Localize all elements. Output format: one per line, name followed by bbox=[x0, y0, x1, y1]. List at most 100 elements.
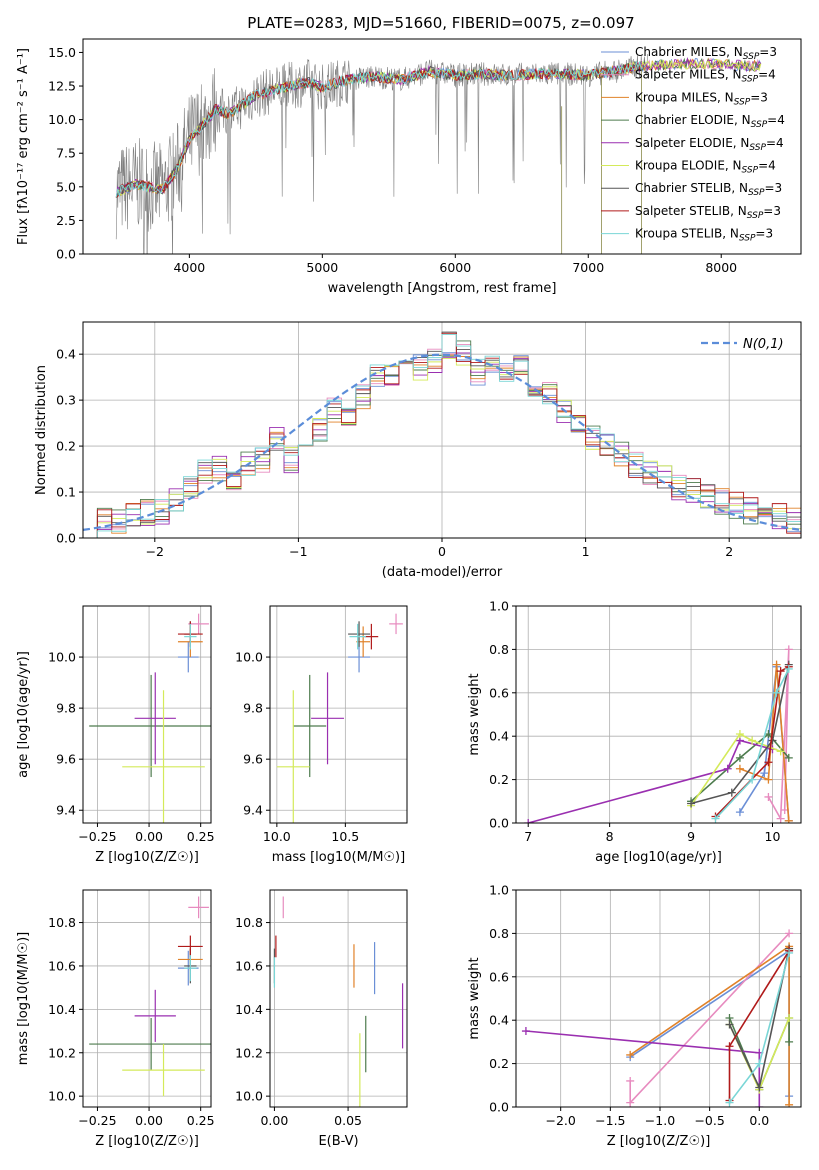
y-tick-label: 1.0 bbox=[489, 599, 509, 614]
panel-weight-vs-age: 7 8 9 10 0.0 0.2 0.4 0.6 0.8 1.0 age [log10(age/yr… bbox=[467, 599, 802, 865]
x-tick-label: −1 bbox=[289, 544, 307, 559]
errorbar-salpeter-elodie bbox=[134, 672, 176, 765]
model-line-kroupa-stelib bbox=[115, 60, 642, 198]
panel-age-vs-mass: 10.0 10.5 9.4 9.6 9.8 10.0 mass [log10(M/M☉)] bbox=[235, 605, 408, 865]
series-point bbox=[785, 929, 794, 938]
series-point bbox=[772, 688, 781, 697]
x-tick-label: −0.25 bbox=[78, 829, 116, 844]
x-axis-label: (data-model)/error bbox=[382, 565, 503, 580]
y-tick-label: 9.6 bbox=[243, 752, 263, 767]
y-tick-label: 0.1 bbox=[56, 485, 76, 500]
x-tick-label: −2.0 bbox=[546, 1113, 576, 1128]
series-point bbox=[626, 1098, 635, 1107]
panel-mass-vs-ebv: 0.00 0.05 10.0 10.2 10.4 10.6 10.8 E(B-V) bbox=[235, 889, 408, 1149]
errorbar-salpeter-elodie bbox=[311, 672, 344, 765]
y-tick-label: 9.4 bbox=[56, 803, 76, 818]
series-line bbox=[690, 664, 790, 805]
y-tick-label: 7.5 bbox=[56, 146, 76, 161]
y-tick-label: 10.8 bbox=[48, 915, 76, 930]
series-line bbox=[767, 649, 790, 822]
plot-area-age-vs-Z bbox=[89, 613, 211, 823]
errorbar-kroupa-elodie bbox=[122, 690, 205, 823]
series-salpeter-elodie bbox=[524, 736, 777, 823]
x-tick-label: 7 bbox=[524, 829, 532, 844]
series-chabrier-stelib bbox=[687, 660, 793, 808]
x-tick-label: 9 bbox=[687, 829, 695, 844]
series-point bbox=[785, 948, 794, 957]
series-point bbox=[785, 1100, 794, 1107]
plot-area-residuals bbox=[83, 331, 801, 538]
errorbar-chabrier-stelib bbox=[348, 621, 371, 647]
series-chabrier-stelib bbox=[725, 944, 794, 1092]
y-tick-label: 10.4 bbox=[48, 1002, 76, 1017]
x-tick-label: 0.25 bbox=[187, 829, 215, 844]
series-salpeter-elodie bbox=[521, 1027, 764, 1107]
errorbar-kroupa-stelib bbox=[184, 955, 197, 982]
series-point bbox=[776, 814, 785, 823]
y-tick-label: 9.8 bbox=[56, 701, 76, 716]
series-point bbox=[711, 814, 720, 823]
axes-frame bbox=[82, 38, 802, 255]
y-axis-label: Flux [fλ10⁻¹⁷ erg cm⁻² s⁻¹ A⁻¹] bbox=[16, 48, 31, 245]
errorbar-chabrier-elodie bbox=[89, 674, 211, 778]
errorbar-kroupa-stelib bbox=[349, 623, 366, 650]
y-tick-label: 0.0 bbox=[489, 1100, 509, 1115]
figure-title: PLATE=0283, MJD=51660, FIBERID=0075, z=0… bbox=[247, 14, 634, 32]
series-point bbox=[723, 764, 732, 773]
series-point bbox=[687, 799, 696, 808]
legend-label: N(0,1) bbox=[743, 337, 784, 352]
y-axis-label: mass weight bbox=[467, 957, 482, 1039]
series-point bbox=[626, 1076, 635, 1085]
series-point bbox=[755, 1059, 764, 1068]
y-tick-label: 10.8 bbox=[235, 915, 263, 930]
series-point bbox=[755, 1083, 764, 1092]
x-tick-label: 0 bbox=[438, 544, 446, 559]
y-axis-label: mass weight bbox=[467, 673, 482, 755]
x-tick-label: −2 bbox=[146, 544, 164, 559]
plot-area-mass-vs-ebv bbox=[273, 896, 404, 1107]
x-tick-label: 2 bbox=[725, 544, 733, 559]
histogram-kroupa-stelib bbox=[83, 333, 801, 538]
axes-frame bbox=[515, 889, 802, 1108]
series-line bbox=[714, 668, 790, 820]
y-tick-label: 0.0 bbox=[489, 816, 509, 831]
y-tick-label: 10.6 bbox=[48, 958, 76, 973]
legend-label: Salpeter ELODIE, NSSP=4 bbox=[635, 136, 784, 153]
y-axis-label: Normed distribution bbox=[34, 365, 49, 495]
series-point bbox=[521, 1027, 530, 1036]
y-tick-label: 9.8 bbox=[243, 701, 263, 716]
x-tick-label: 8 bbox=[606, 829, 614, 844]
y-tick-label: 5.0 bbox=[56, 179, 76, 194]
panel-mass-vs-Z: −0.25 0.00 0.25 10.0 10.2 10.4 10.6 10.8 Z [log1… bbox=[16, 889, 215, 1149]
x-tick-label: −1.5 bbox=[595, 1113, 625, 1128]
series-point bbox=[784, 664, 793, 673]
y-tick-label: 0.0 bbox=[56, 247, 76, 262]
errorbar-salpeter-miles bbox=[188, 613, 209, 635]
series-point bbox=[768, 736, 777, 745]
x-axis-label: age [log10(age/yr)] bbox=[595, 850, 722, 865]
panel-residuals: N(0,1) −2 −1 0 1 2 0.0 0.1 0.2 0.3 0.4 (data-model)… bbox=[34, 321, 802, 580]
y-tick-label: 0.2 bbox=[489, 772, 509, 787]
errorbar-kroupa-elodie bbox=[122, 1044, 205, 1097]
errorbar-chabrier-elodie bbox=[293, 674, 327, 778]
y-tick-label: 0.6 bbox=[489, 969, 509, 984]
axes-frame bbox=[82, 605, 212, 824]
histogram-salpeter-stelib bbox=[83, 332, 801, 538]
y-axis-label: age [log10(age/yr)] bbox=[16, 651, 31, 778]
spectrum-legend: Chabrier MILES, NSSP=3 Salpeter MILES, NS… bbox=[601, 45, 785, 244]
series-line bbox=[690, 732, 790, 802]
series-point bbox=[524, 819, 533, 823]
panel-age-vs-Z: −0.25 0.00 0.25 9.4 9.6 9.8 10.0 Z [log10(Z/Z☉)… bbox=[16, 605, 215, 865]
errorbar-salpeter-miles bbox=[188, 896, 209, 919]
legend-label: Chabrier STELIB, NSSP=3 bbox=[635, 181, 782, 198]
x-axis-label: Z [log10(Z/Z☉)] bbox=[607, 1134, 711, 1149]
y-tick-label: 0.0 bbox=[56, 531, 76, 546]
x-tick-label: −0.5 bbox=[694, 1113, 724, 1128]
legend-label: Kroupa ELODIE, NSSP=4 bbox=[635, 159, 776, 176]
x-axis-label: mass [log10(M/M☉)] bbox=[272, 850, 405, 865]
x-axis-label: E(B-V) bbox=[318, 1134, 358, 1149]
series-point bbox=[725, 1020, 734, 1029]
series-salpeter-miles bbox=[764, 645, 793, 823]
x-tick-label: −0.25 bbox=[78, 1113, 116, 1128]
x-axis-label: Z [log10(Z/Z☉)] bbox=[95, 1134, 199, 1149]
